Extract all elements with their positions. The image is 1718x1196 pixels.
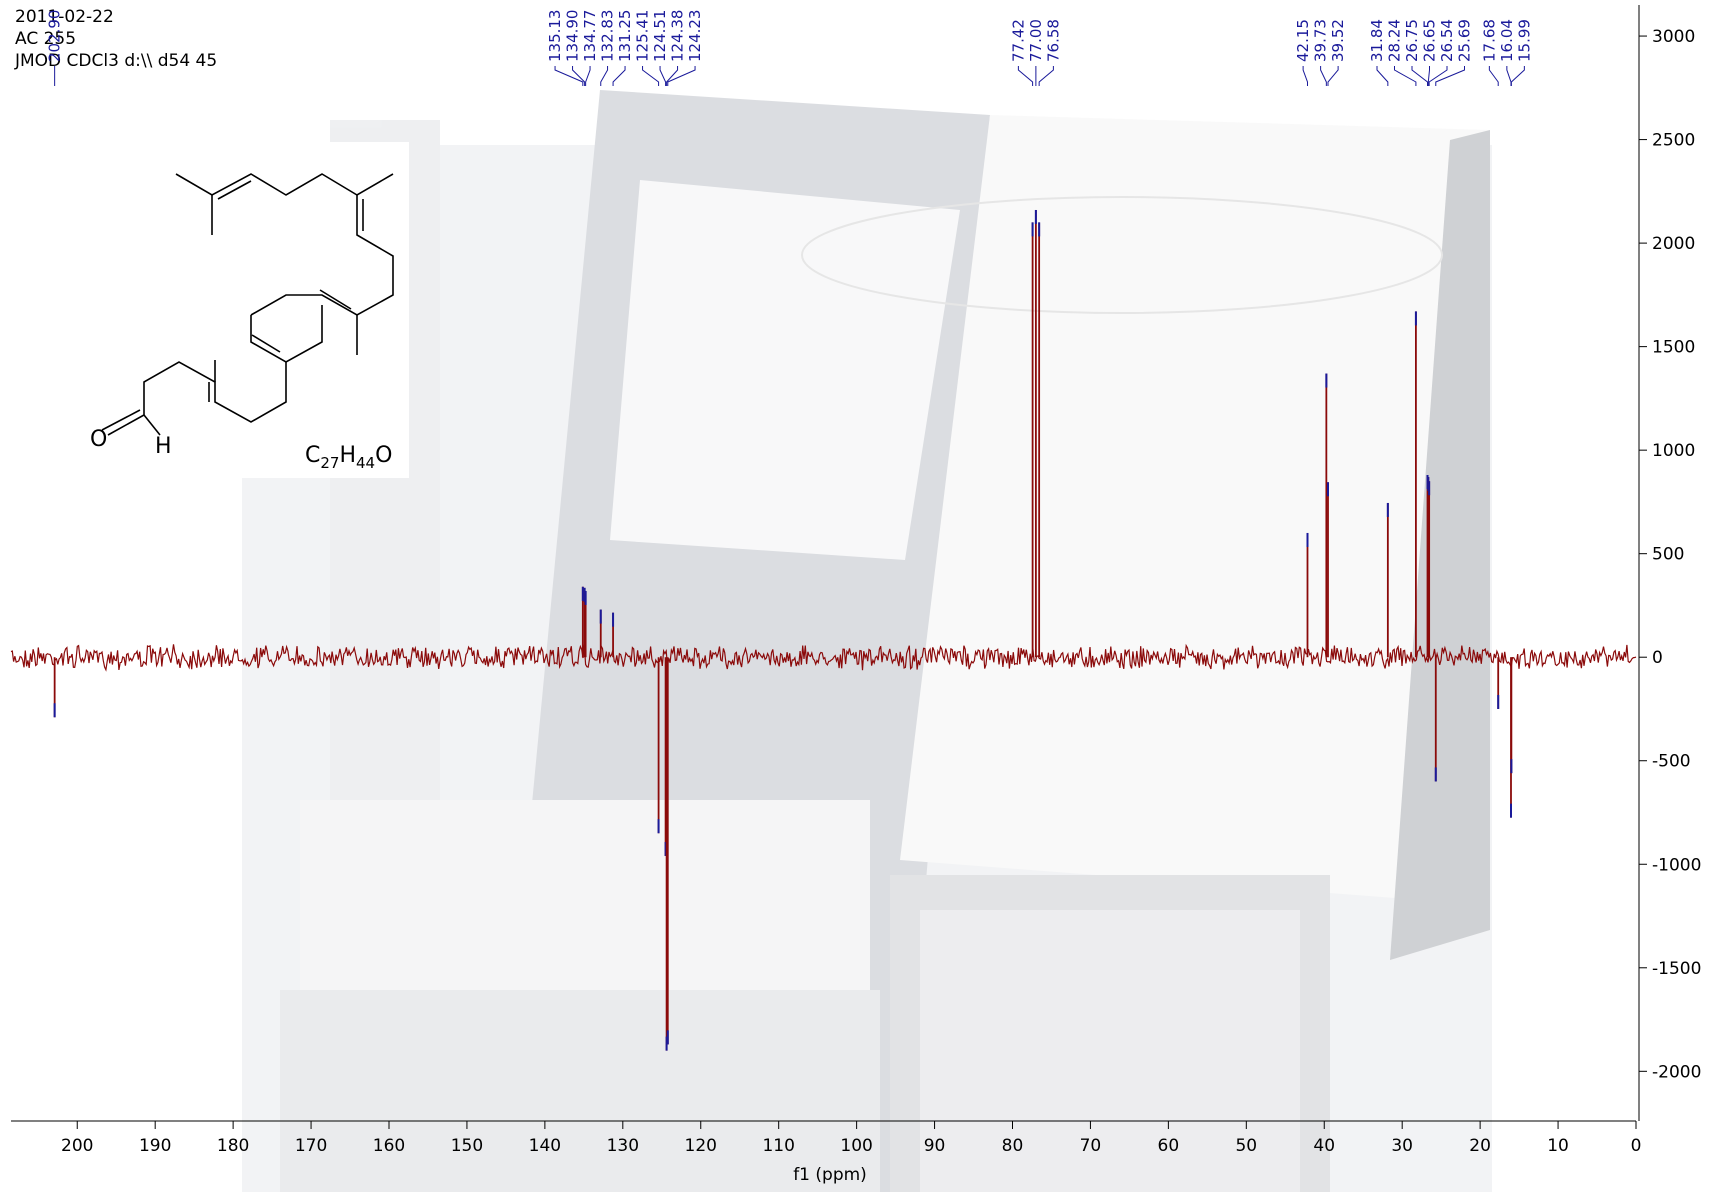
peak-label: 28.24 — [1385, 19, 1403, 62]
y-tick-label: 500 — [1652, 545, 1684, 565]
label-connector — [1303, 66, 1307, 86]
x-tick-label: 90 — [924, 1136, 946, 1156]
x-tick-label: 0 — [1631, 1136, 1642, 1156]
label-connector — [1507, 66, 1511, 86]
label-connector — [1412, 66, 1428, 86]
peak-label: 39.52 — [1329, 19, 1347, 62]
y-tick-label: -1500 — [1652, 959, 1701, 979]
label-connector — [1511, 66, 1524, 86]
x-tick-label: 160 — [373, 1136, 405, 1156]
label-connector — [1436, 66, 1465, 86]
label-connector — [1377, 66, 1388, 86]
y-tick-label: 1000 — [1652, 441, 1695, 461]
peak-label: 202.90 — [46, 10, 64, 62]
peak-label: 26.54 — [1438, 19, 1456, 62]
x-tick-label: 80 — [1002, 1136, 1024, 1156]
x-tick-label: 40 — [1313, 1136, 1335, 1156]
x-tick-label: 140 — [529, 1136, 561, 1156]
peak-label: 125.41 — [634, 10, 652, 63]
peak-label: 42.15 — [1294, 19, 1312, 62]
y-tick-label: 2500 — [1652, 131, 1695, 151]
label-connector — [601, 66, 608, 86]
x-tick-label: 100 — [840, 1136, 872, 1156]
peak-label: 124.38 — [669, 10, 687, 63]
x-tick-label: 110 — [762, 1136, 794, 1156]
x-tick-label: 60 — [1158, 1136, 1180, 1156]
label-connector — [1321, 66, 1327, 86]
peak-label: 15.99 — [1515, 19, 1533, 62]
x-tick-label: 120 — [685, 1136, 717, 1156]
peak-label: 31.84 — [1368, 19, 1386, 62]
header-line: JMOD CDCl3 d:\\ d54 45 — [14, 51, 217, 71]
x-tick-label: 130 — [607, 1136, 639, 1156]
formula: C27H44O — [305, 443, 392, 472]
label-connector — [1489, 66, 1498, 86]
peak-label: 131.25 — [616, 10, 634, 63]
x-tick-label: 20 — [1469, 1136, 1491, 1156]
chart: O H C27H44O 2011-02-22 AC 255 JMOD CDCl3… — [0, 0, 1718, 1192]
y-tick-label: 3000 — [1652, 27, 1695, 47]
peak-label: 26.75 — [1403, 19, 1421, 62]
x-axis-label: f1 (ppm) — [793, 1165, 867, 1185]
label-connector — [1429, 66, 1447, 86]
label-connector — [613, 66, 625, 86]
background-photo — [242, 90, 1492, 1192]
peak-label: 17.68 — [1480, 19, 1498, 62]
y-tick-label: -1000 — [1652, 855, 1701, 875]
x-tick-label: 150 — [451, 1136, 483, 1156]
peak-label: 124.51 — [651, 10, 669, 63]
peak-label: 134.90 — [564, 10, 582, 63]
peak-label: 25.69 — [1455, 19, 1473, 62]
x-tick-label: 170 — [295, 1136, 327, 1156]
peak-label: 16.04 — [1498, 19, 1516, 62]
y-tick-label: 2000 — [1652, 234, 1695, 254]
atom-label: H — [155, 434, 172, 459]
peak-label: 124.23 — [686, 10, 704, 63]
label-connector — [1328, 66, 1338, 86]
x-tick-label: 10 — [1547, 1136, 1569, 1156]
peak-label: 39.73 — [1312, 19, 1330, 62]
peak-label: 76.58 — [1044, 19, 1062, 62]
y-tick-label: -500 — [1652, 752, 1691, 772]
label-connector — [586, 66, 590, 86]
x-tick-label: 190 — [139, 1136, 171, 1156]
peak-label: 26.65 — [1420, 19, 1438, 62]
peak-label: 77.00 — [1027, 19, 1045, 62]
structure: O H C27H44O — [90, 142, 409, 478]
label-connector — [643, 66, 659, 86]
y-tick-label: 0 — [1652, 648, 1663, 668]
label-connector — [660, 66, 666, 86]
x-tick-label: 180 — [217, 1136, 249, 1156]
peak-label: 135.13 — [546, 10, 564, 63]
y-tick-label: -2000 — [1652, 1062, 1701, 1082]
x-tick-label: 50 — [1235, 1136, 1257, 1156]
label-connector — [1394, 66, 1415, 86]
peak-label: 134.77 — [581, 10, 599, 63]
x-tick-label: 30 — [1391, 1136, 1413, 1156]
peak-label: 132.83 — [599, 10, 617, 63]
label-connector — [1018, 66, 1032, 86]
label-connector — [1039, 66, 1053, 86]
header-line: 2011-02-22 — [15, 7, 114, 27]
atom-label: O — [90, 427, 107, 452]
x-tick-label: 70 — [1080, 1136, 1102, 1156]
peak-label: 77.42 — [1009, 19, 1027, 62]
x-tick-label: 200 — [61, 1136, 93, 1156]
y-tick-label: 1500 — [1652, 338, 1695, 358]
